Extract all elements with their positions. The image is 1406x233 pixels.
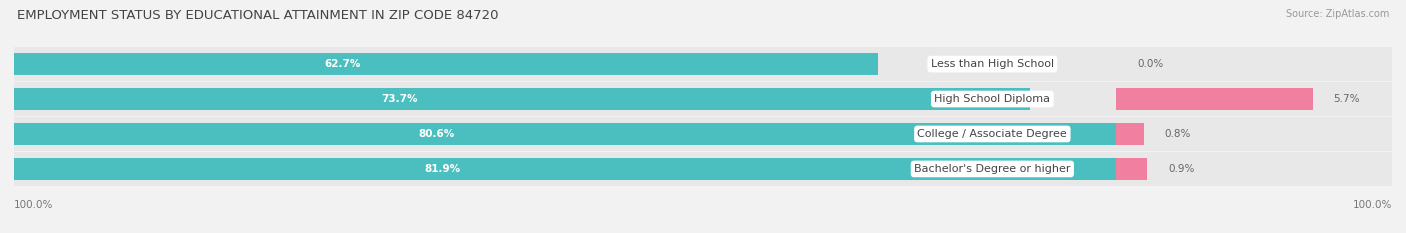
Text: 5.7%: 5.7% <box>1333 94 1360 104</box>
Text: Bachelor's Degree or higher: Bachelor's Degree or higher <box>914 164 1070 174</box>
Text: 62.7%: 62.7% <box>325 59 360 69</box>
Text: EMPLOYMENT STATUS BY EDUCATIONAL ATTAINMENT IN ZIP CODE 84720: EMPLOYMENT STATUS BY EDUCATIONAL ATTAINM… <box>17 9 498 22</box>
Bar <box>1116 123 1144 145</box>
Text: 0.0%: 0.0% <box>1137 59 1163 69</box>
Text: 100.0%: 100.0% <box>14 200 53 210</box>
Bar <box>14 152 1392 186</box>
Bar <box>1116 88 1313 110</box>
Bar <box>14 158 1143 180</box>
Text: College / Associate Degree: College / Associate Degree <box>918 129 1067 139</box>
Text: Less than High School: Less than High School <box>931 59 1054 69</box>
Text: Source: ZipAtlas.com: Source: ZipAtlas.com <box>1285 9 1389 19</box>
Bar <box>14 47 1392 81</box>
Bar <box>14 82 1392 116</box>
Text: 0.8%: 0.8% <box>1164 129 1191 139</box>
Bar <box>1116 158 1147 180</box>
Text: 100.0%: 100.0% <box>1353 200 1392 210</box>
Text: High School Diploma: High School Diploma <box>935 94 1050 104</box>
Text: 81.9%: 81.9% <box>425 164 461 174</box>
Bar <box>14 123 1125 145</box>
Bar <box>14 117 1392 151</box>
Bar <box>14 88 1029 110</box>
Text: 80.6%: 80.6% <box>418 129 454 139</box>
Text: 0.9%: 0.9% <box>1168 164 1195 174</box>
Text: 73.7%: 73.7% <box>381 94 418 104</box>
Bar <box>14 53 877 75</box>
